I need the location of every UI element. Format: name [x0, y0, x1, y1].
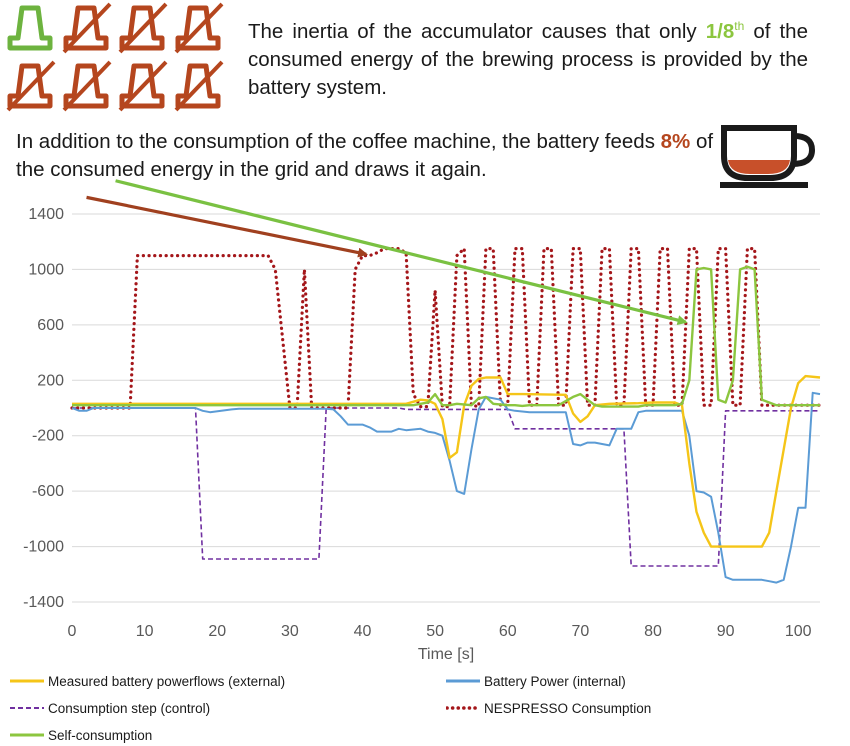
caption: The inertia of the accumulator causes th…	[248, 12, 808, 102]
x-tick-label: 90	[717, 623, 735, 640]
x-tick-label: 20	[208, 623, 226, 640]
legend-swatch-nespresso	[446, 706, 480, 710]
coffee-cup-icon	[720, 125, 816, 188]
capsule-icon-crossed	[118, 2, 168, 54]
caption-fraction-sup: th	[734, 19, 745, 33]
legend-item-measured: Measured battery powerflows (external)	[10, 671, 285, 691]
y-tick-label: -1000	[23, 539, 64, 556]
y-tick-label: 1400	[28, 206, 64, 223]
annotation-arrow-green	[115, 179, 688, 326]
legend-item-control: Consumption step (control)	[10, 698, 210, 718]
series-line-self	[72, 265, 820, 408]
capsule-icon-crossed	[6, 60, 56, 112]
power-flow-chart: 1400 1000 600 200 -200 -600 -1000 -1400 0 10 20 30…	[23, 179, 822, 663]
y-tick-label: -1400	[23, 594, 64, 611]
y-tick-label: -200	[32, 428, 64, 445]
x-tick-label: 60	[499, 623, 517, 640]
legend-swatch-control	[10, 707, 44, 709]
x-axis-label: Time [s]	[418, 646, 474, 663]
x-tick-label: 30	[281, 623, 299, 640]
capsule-icon-green	[7, 5, 53, 51]
capsule-icon-crossed	[174, 60, 224, 112]
note-part1: In addition to the consumption of the co…	[16, 130, 661, 153]
chart-series	[70, 246, 822, 584]
caption-part1: The inertia of the accumulator causes th…	[248, 19, 706, 43]
capsule-icon-crossed	[174, 2, 224, 54]
series-line-control	[72, 407, 820, 567]
y-tick-label: 200	[37, 372, 64, 389]
capsule-icon-crossed	[62, 2, 112, 54]
legend-item-battery: Battery Power (internal)	[446, 671, 626, 691]
y-axis: 1400 1000 600 200 -200 -600 -1000 -1400	[23, 206, 64, 611]
annotation-note: In addition to the consumption of the co…	[16, 128, 716, 184]
capsule-icons	[6, 2, 224, 112]
capsule-icon-crossed	[118, 60, 168, 112]
annotation-arrow-red	[86, 195, 369, 258]
x-tick-label: 70	[571, 623, 589, 640]
x-tick-label: 50	[426, 623, 444, 640]
note-part2: of the consumed energy in the grid and d…	[16, 130, 714, 181]
legend-label-self: Self-consumption	[48, 727, 153, 743]
legend-swatch-self	[10, 733, 44, 737]
capsule-icon-crossed	[62, 60, 112, 112]
y-tick-label: 1000	[28, 261, 64, 278]
y-tick-label: -600	[32, 483, 64, 500]
legend-label-control: Consumption step (control)	[48, 700, 211, 716]
chart-legend: Measured battery powerflows (external) B…	[0, 668, 850, 746]
annotation-arrows	[86, 179, 688, 326]
legend-label-nespresso: NESPRESSO Consumption	[484, 700, 652, 716]
y-tick-label: 600	[37, 317, 64, 334]
note-percent: 8%	[660, 130, 691, 153]
legend-swatch-battery	[446, 679, 480, 683]
series-line-battery	[71, 391, 821, 584]
legend-label-measured: Measured battery powerflows (external)	[48, 673, 286, 689]
legend-item-nespresso: NESPRESSO Consumption	[446, 698, 651, 718]
x-axis: 0 10 20 30 40 50 60 70 80 90 100	[68, 623, 812, 640]
x-tick-label: 40	[354, 623, 372, 640]
x-tick-label: 100	[785, 623, 812, 640]
x-tick-label: 10	[136, 623, 154, 640]
x-tick-label: 80	[644, 623, 662, 640]
x-tick-label: 0	[68, 623, 77, 640]
caption-fraction: 1/8th	[705, 19, 745, 43]
series-line-nespresso	[70, 246, 822, 410]
legend-item-self: Self-consumption	[10, 725, 152, 745]
series-line-measured	[72, 374, 821, 548]
caption-part2: of the consumed energy of the brewing pr…	[248, 19, 808, 99]
legend-swatch-measured	[10, 679, 44, 683]
legend-label-battery: Battery Power (internal)	[484, 673, 626, 689]
